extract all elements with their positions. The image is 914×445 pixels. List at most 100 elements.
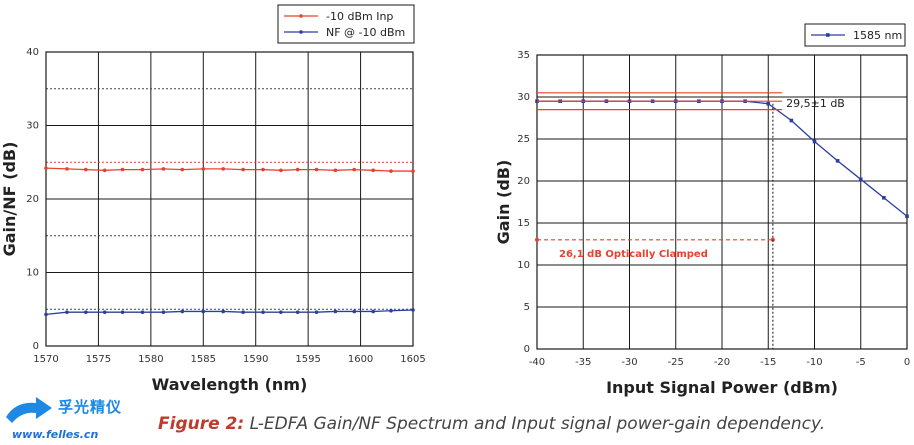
data-point	[140, 167, 145, 172]
y-tick-label: 0	[524, 344, 530, 355]
data-point	[241, 310, 245, 314]
data-point	[221, 167, 226, 171]
data-point	[180, 309, 185, 314]
data-point	[314, 167, 319, 172]
data-point	[65, 310, 69, 314]
x-tick-label: 1600	[348, 354, 373, 365]
legend-swatch-marker	[299, 30, 303, 34]
y-tick-label: 0	[33, 341, 39, 352]
data-point	[333, 168, 338, 173]
data-point	[44, 312, 48, 317]
x-tick-label: -40	[529, 357, 545, 368]
legend-entry-label: NF @ -10 dBm	[326, 26, 405, 39]
data-point	[201, 167, 206, 171]
felles-logo: 孚光精仪 www.felles.cn	[2, 395, 152, 445]
x-tick-label: -25	[668, 357, 684, 368]
power-gain-chart: -40 -35 -30 -25 -20 -15 -10 -5 0 0 5 10 15 20 25 30 35 In…	[494, 23, 910, 397]
data-point	[279, 310, 283, 314]
logo-chinese-text: 孚光精仪	[58, 398, 123, 416]
x-tick-label: 1580	[138, 354, 163, 365]
y-tick-label: 25	[517, 134, 530, 145]
x-tick-label: -5	[856, 357, 866, 368]
data-point	[789, 118, 794, 123]
y-tick-label: 15	[517, 218, 530, 229]
data-point	[241, 167, 245, 172]
y-tick-label: 10	[517, 260, 530, 271]
data-point	[766, 101, 771, 106]
x-tick-label: -20	[714, 357, 730, 368]
data-point	[905, 214, 909, 219]
x-tick-label: -30	[621, 357, 637, 368]
y-tick-label: 10	[26, 268, 39, 279]
data-point	[161, 167, 166, 171]
x-tick-label: 1595	[295, 354, 320, 365]
data-point	[261, 167, 265, 172]
y-tick-label: 30	[26, 121, 39, 132]
data-point	[120, 310, 125, 314]
data-point	[84, 167, 88, 172]
series-line	[45, 167, 413, 172]
data-point	[295, 167, 300, 172]
legend-entry-label: 1585 nm	[853, 29, 902, 42]
figure-caption: Figure 2: L-EDFA Gain/NF Spectrum and In…	[158, 414, 898, 434]
data-point	[389, 308, 393, 313]
data-point	[371, 309, 375, 314]
y-axis-label: Gain (dB)	[494, 160, 513, 245]
data-point	[314, 310, 319, 314]
data-point	[102, 168, 107, 173]
data-point	[84, 310, 88, 314]
data-point	[882, 196, 886, 200]
data-point	[102, 310, 107, 314]
clamp-label: 26,1 dB Optically Clamped	[559, 249, 708, 260]
data-point	[411, 308, 415, 312]
y-tick-label: 20	[26, 194, 39, 205]
logo-arrow-icon	[6, 397, 52, 423]
legend-box	[804, 23, 906, 47]
x-tick-label: -15	[760, 357, 776, 368]
data-point	[333, 309, 338, 314]
plot-frame	[45, 51, 414, 347]
data-point	[180, 167, 185, 172]
legend-swatch-marker	[826, 33, 830, 37]
legend-entry-label: -10 dBm Inp	[326, 10, 393, 23]
data-point	[352, 309, 357, 314]
data-point	[411, 169, 415, 173]
data-point	[201, 309, 206, 314]
data-point	[389, 169, 393, 173]
y-tick-label: 40	[26, 47, 39, 58]
plot-frame	[536, 54, 908, 350]
data-point	[858, 177, 863, 182]
data-point	[352, 167, 357, 172]
x-tick-label: -10	[806, 357, 822, 368]
caption-prefix: Figure 2:	[158, 414, 245, 434]
caption-text: L-EDFA Gain/NF Spectrum and Input signal…	[244, 414, 826, 434]
x-tick-label: 1585	[191, 354, 216, 365]
legend-swatch-marker	[299, 14, 303, 18]
data-point	[221, 309, 226, 314]
x-tick-label: 1590	[243, 354, 268, 365]
data-point	[161, 310, 166, 314]
x-axis-label: Wavelength (nm)	[152, 375, 308, 394]
data-point	[812, 139, 817, 144]
data-point	[835, 159, 840, 163]
data-point	[140, 310, 145, 314]
y-tick-label: 35	[517, 50, 530, 61]
x-tick-label: 1605	[400, 354, 425, 365]
data-point	[261, 310, 265, 314]
legend-box	[277, 4, 415, 44]
data-point	[65, 167, 69, 171]
data-point	[371, 168, 375, 173]
x-tick-label: 1570	[33, 354, 58, 365]
y-axis-label: Gain/NF (dB)	[0, 142, 19, 257]
y-tick-label: 20	[517, 176, 530, 187]
y-tick-label: 5	[524, 302, 530, 313]
data-point	[279, 168, 283, 173]
x-tick-label: -35	[575, 357, 591, 368]
clamp-line-endpoint	[535, 237, 539, 242]
data-point	[295, 310, 300, 314]
series-line	[45, 309, 414, 316]
x-tick-label: 1575	[86, 354, 111, 365]
data-point	[120, 167, 125, 172]
data-point	[44, 166, 48, 170]
x-tick-label: 0	[904, 357, 910, 368]
